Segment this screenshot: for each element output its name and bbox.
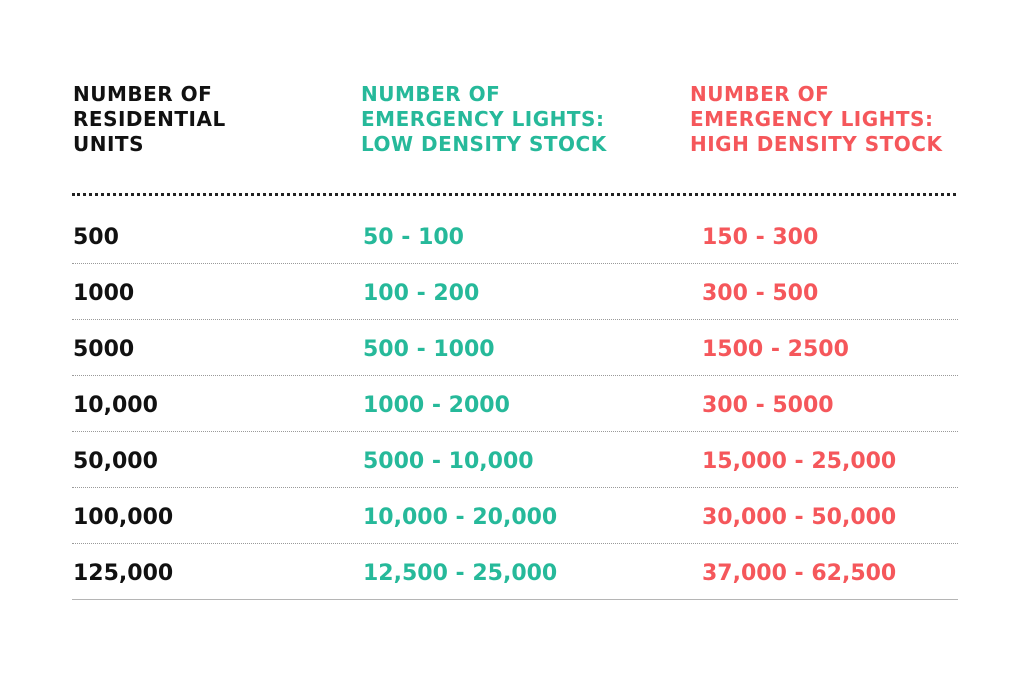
table-row: 1000 100 - 200 300 - 500 bbox=[72, 264, 958, 320]
row-divider bbox=[72, 599, 958, 600]
low-density-cell: 100 - 200 bbox=[363, 281, 480, 306]
high-density-cell: 1500 - 2500 bbox=[702, 337, 849, 362]
table-row: 10,000 1000 - 2000 300 - 5000 bbox=[72, 376, 958, 432]
header-low-density: NUMBER OF EMERGENCY LIGHTS: LOW DENSITY … bbox=[361, 82, 607, 156]
table-row: 125,000 12,500 - 25,000 37,000 - 62,500 bbox=[72, 544, 958, 600]
units-cell: 5000 bbox=[73, 337, 135, 362]
row-divider bbox=[72, 543, 958, 544]
high-density-cell: 37,000 - 62,500 bbox=[702, 561, 897, 586]
low-density-cell: 50 - 100 bbox=[363, 225, 464, 250]
units-cell: 1000 bbox=[73, 281, 135, 306]
units-cell: 10,000 bbox=[73, 393, 158, 418]
emergency-lights-table: 500 50 - 100 150 - 300 1000 100 - 200 30… bbox=[72, 208, 958, 600]
low-density-cell: 10,000 - 20,000 bbox=[363, 505, 558, 530]
row-divider bbox=[72, 431, 958, 432]
table-row: 500 50 - 100 150 - 300 bbox=[72, 208, 958, 264]
table-row: 100,000 10,000 - 20,000 30,000 - 50,000 bbox=[72, 488, 958, 544]
low-density-cell: 500 - 1000 bbox=[363, 337, 495, 362]
units-cell: 50,000 bbox=[73, 449, 158, 474]
units-cell: 500 bbox=[73, 225, 119, 250]
header-residential-units: NUMBER OF RESIDENTIAL UNITS bbox=[73, 82, 226, 156]
row-divider bbox=[72, 375, 958, 376]
high-density-cell: 150 - 300 bbox=[702, 225, 819, 250]
table-row: 5000 500 - 1000 1500 - 2500 bbox=[72, 320, 958, 376]
row-divider bbox=[72, 263, 958, 264]
high-density-cell: 15,000 - 25,000 bbox=[702, 449, 897, 474]
low-density-cell: 1000 - 2000 bbox=[363, 393, 510, 418]
high-density-cell: 300 - 5000 bbox=[702, 393, 834, 418]
header-high-density: NUMBER OF EMERGENCY LIGHTS: HIGH DENSITY… bbox=[690, 82, 943, 156]
low-density-cell: 5000 - 10,000 bbox=[363, 449, 534, 474]
high-density-cell: 30,000 - 50,000 bbox=[702, 505, 897, 530]
row-divider bbox=[72, 319, 958, 320]
units-cell: 125,000 bbox=[73, 561, 174, 586]
table-row: 50,000 5000 - 10,000 15,000 - 25,000 bbox=[72, 432, 958, 488]
header-divider bbox=[72, 193, 956, 196]
row-divider bbox=[72, 487, 958, 488]
low-density-cell: 12,500 - 25,000 bbox=[363, 561, 558, 586]
high-density-cell: 300 - 500 bbox=[702, 281, 819, 306]
units-cell: 100,000 bbox=[73, 505, 174, 530]
